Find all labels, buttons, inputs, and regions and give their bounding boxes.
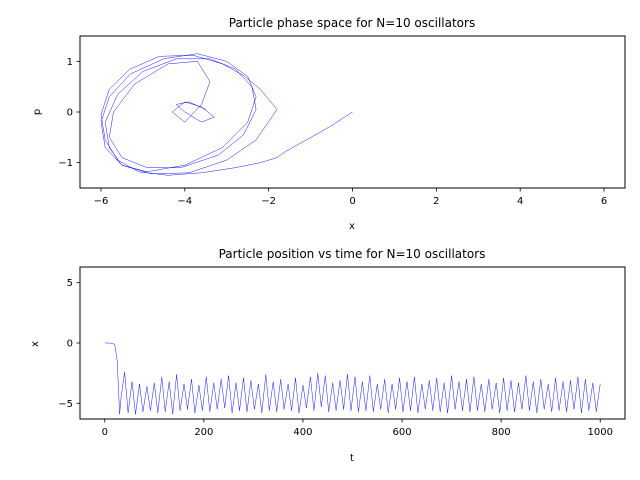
phase-space-x-tick-label: 4 bbox=[517, 196, 523, 207]
phase-space-y-tick-label: −1 bbox=[58, 158, 73, 169]
position-time-x-label: t bbox=[350, 453, 354, 464]
position-time-x-tick-label: 400 bbox=[293, 427, 312, 438]
position-time-y-label: x bbox=[30, 341, 41, 347]
position-time-x-tick-label: 0 bbox=[102, 427, 108, 438]
phase-space-x-tick-label: −2 bbox=[261, 196, 276, 207]
phase-space-y-tick-label: 0 bbox=[67, 108, 73, 119]
position-time-y-tick-label: 0 bbox=[67, 339, 73, 350]
position-time-x-tick-label: 800 bbox=[492, 427, 511, 438]
phase-space-title: Particle phase space for N=10 oscillator… bbox=[229, 16, 475, 30]
phase-space-x-tick-label: −4 bbox=[177, 196, 192, 207]
position-time-y-tick-label: −5 bbox=[58, 399, 73, 410]
position-time-axes: Particle position vs time for N=10 oscil… bbox=[30, 247, 626, 464]
position-time-title: Particle position vs time for N=10 oscil… bbox=[219, 247, 486, 261]
phase-space-x-label: x bbox=[349, 221, 355, 232]
phase-space-x-tick-label: 2 bbox=[433, 196, 439, 207]
position-time-series-line bbox=[104, 342, 601, 415]
phase-space-y-tick-label: 1 bbox=[67, 57, 73, 68]
phase-space-y-label: p bbox=[32, 109, 43, 115]
position-time-x-tick-label: 600 bbox=[392, 427, 411, 438]
phase-space-x-tick-label: 0 bbox=[349, 196, 355, 207]
phase-space-x-tick-label: −6 bbox=[94, 196, 109, 207]
phase-space-x-tick-label: 6 bbox=[601, 196, 607, 207]
phase-space-series-line bbox=[100, 53, 353, 176]
phase-space-axes: Particle phase space for N=10 oscillator… bbox=[32, 16, 626, 232]
position-time-y-tick-label: 5 bbox=[67, 278, 73, 289]
position-time-x-tick-label: 1000 bbox=[588, 427, 613, 438]
position-time-x-tick-label: 200 bbox=[194, 427, 213, 438]
